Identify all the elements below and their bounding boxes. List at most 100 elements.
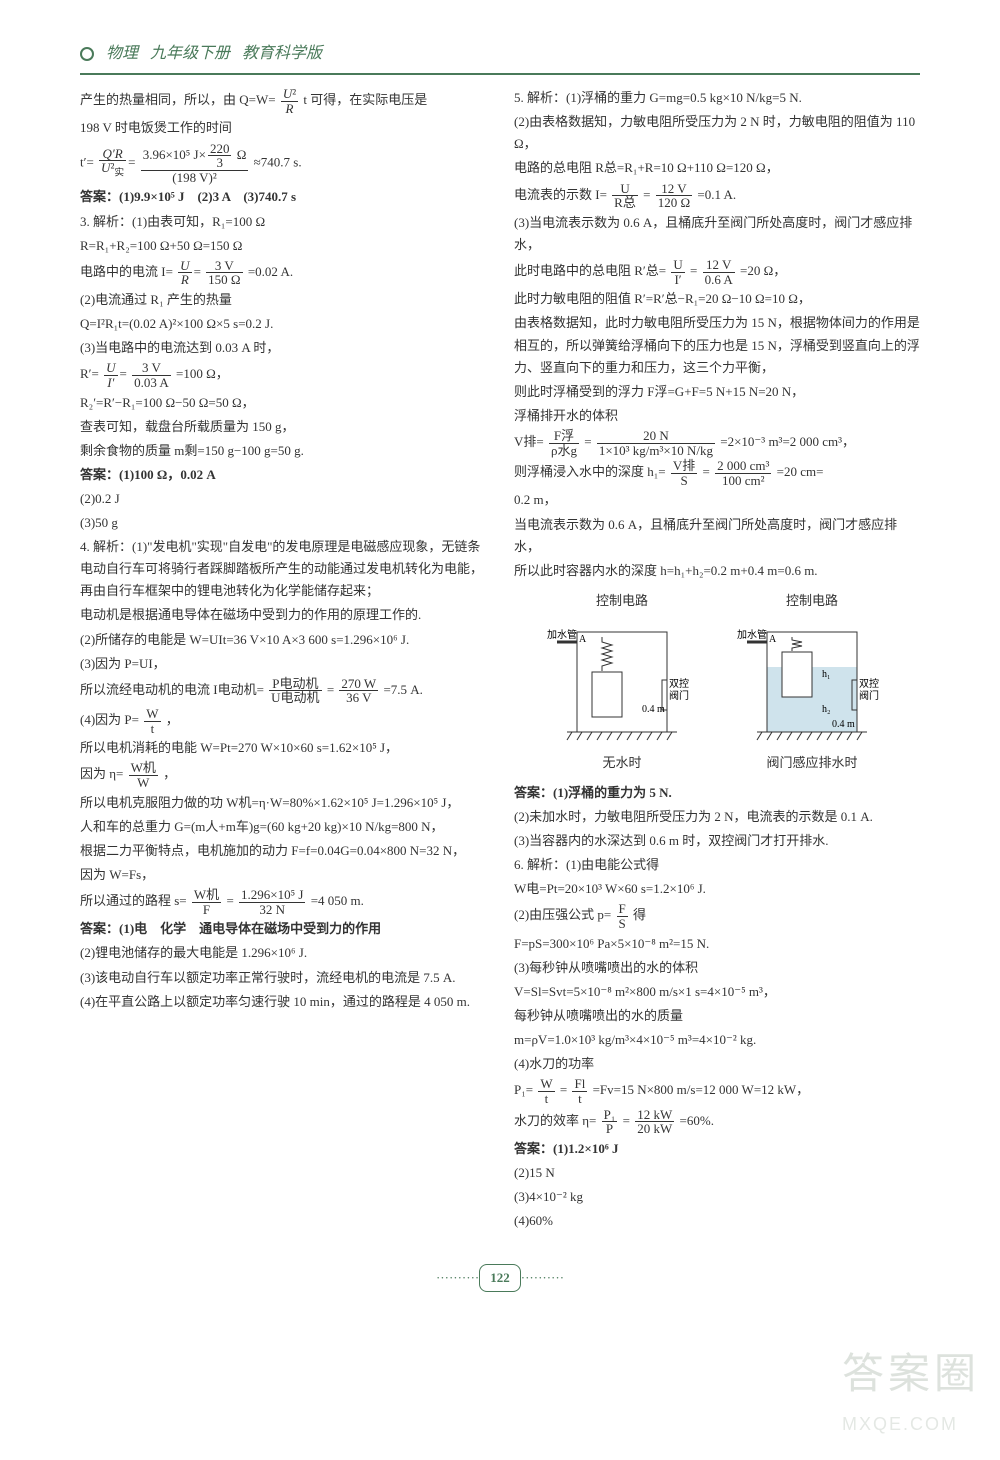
svg-text:双控: 双控 — [859, 677, 879, 690]
diagram: 控制电路 加水管 A 双控 阀门 0.4 m — [514, 590, 920, 774]
text: (3)50 g — [80, 512, 486, 534]
answer: 答案：(1)浮桶的重力为 5 N. — [514, 782, 920, 804]
equation: 此时电路中的总电阻 R′总= UI′ = 12 V0.6 A =20 Ω， — [514, 258, 920, 286]
svg-text:h₁: h₁ — [822, 669, 831, 680]
header-edition: 教育科学版 — [242, 40, 322, 67]
label-A: A — [579, 634, 587, 645]
text: (4)60% — [514, 1210, 920, 1232]
equation: 则浮桶浸入水中的深度 h₁= V排S = 2 000 cm³100 cm² =2… — [514, 459, 920, 487]
equation: 电流表的示数 I= UR总 = 12 V120 Ω =0.1 A. — [514, 182, 920, 210]
header-grade: 九年级下册 — [150, 40, 230, 67]
text: (3)当容器内的水深达到 0.6 m 时，双控阀门才打开排水. — [514, 830, 920, 852]
diagram-right: 控制电路 加水管 A h₁ h₂ 双控 阀门 0.4 m — [737, 590, 887, 774]
text: V=Sl=Svt=5×10⁻⁸ m²×800 m/s×1 s=4×10⁻⁵ m³… — [514, 981, 920, 1003]
page-badge: 122 — [479, 1264, 521, 1292]
diagram-title: 控制电路 — [547, 590, 697, 612]
content-columns: 产生的热量相同，所以，由 Q=W= U²R t 可得，在实际电压是 198 V … — [80, 85, 920, 1234]
q6-head: 6. 解析：(1)由电能公式得 — [514, 854, 920, 876]
text: 则此时浮桶受到的浮力 F浮=G+F=5 N+15 N=20 N， — [514, 381, 920, 403]
diagram-title: 控制电路 — [737, 590, 887, 612]
header-subject: 物理 — [106, 40, 138, 67]
svg-text:h₂: h₂ — [822, 704, 831, 715]
text: (2)所储存的电能是 W=UIt=36 V×10 A×3 600 s=1.296… — [80, 629, 486, 651]
text: 每秒钟从喷嘴喷出的水的质量 — [514, 1005, 920, 1027]
diagram-caption: 阀门感应排水时 — [737, 752, 887, 774]
equation: R′= UI′= 3 V0.03 A =100 Ω， — [80, 361, 486, 389]
h-label: 0.4 m — [642, 704, 665, 715]
text: 由表格数据知，此时力敏电阻所受压力为 15 N，根据物体间力的作用是相互的，所以… — [514, 312, 920, 378]
svg-text:0.4 m: 0.4 m — [832, 719, 855, 730]
text: (3)4×10⁻² kg — [514, 1186, 920, 1208]
page-number: ··········122·········· — [80, 1264, 920, 1292]
answer: 答案：(1)1.2×10⁶ J — [514, 1138, 920, 1160]
equation: 所以流经电动机的电流 I电动机= P电动机U电动机 = 270 W36 V =7… — [80, 677, 486, 705]
svg-text:A: A — [769, 634, 777, 645]
answer: 答案：(1)100 Ω，0.02 A — [80, 464, 486, 486]
equation: (2)由压强公式 p= FS 得 — [514, 902, 920, 930]
text: m=ρV=1.0×10³ kg/m³×4×10⁻⁵ m³=4×10⁻² kg. — [514, 1029, 920, 1051]
right-column: 5. 解析：(1)浮桶的重力 G=mg=0.5 kg×10 N/kg=5 N. … — [514, 85, 920, 1234]
text: (4)在平直公路上以额定功率匀速行驶 10 min，通过的路程是 4 050 m… — [80, 991, 486, 1013]
text: F=pS=300×10⁶ Pa×5×10⁻⁸ m²=15 N. — [514, 933, 920, 955]
equation: t′= Q′RU²实= 3.96×10⁵ J×2203 Ω (198 V)² ≈… — [80, 142, 486, 185]
text: 查表可知，载盘台所载质量为 150 g， — [80, 416, 486, 438]
text: 电路的总电阻 R总=R₁+R=10 Ω+110 Ω=120 Ω， — [514, 157, 920, 179]
page-header: 物理 九年级下册 教育科学版 — [80, 40, 920, 75]
text: (2)锂电池储存的最大电能是 1.296×10⁶ J. — [80, 942, 486, 964]
text: Q=I²R₁t=(0.02 A)²×100 Ω×5 s=0.2 J. — [80, 313, 486, 335]
answer: 答案：(1)9.9×10⁵ J (2)3 A (3)740.7 s — [80, 186, 486, 208]
watermark-sub: MXQE.COM — [842, 1409, 980, 1440]
text: 浮桶排开水的体积 — [514, 405, 920, 427]
equation: P₁= Wt = Flt =Fv=15 N×800 m/s=12 000 W=1… — [514, 1077, 920, 1105]
text: (2)15 N — [514, 1162, 920, 1184]
header-dot — [80, 47, 94, 61]
text: 电动机是根据通电导体在磁场中受到力的作用的原理工作的. — [80, 604, 486, 626]
text: 根据二力平衡特点，电机施加的动力 F=f=0.04G=0.04×800 N=32… — [80, 840, 486, 862]
text: (3)当电流表示数为 0.6 A，且桶底升至阀门所处高度时，阀门才感应排水， — [514, 212, 920, 256]
text: (4)水刀的功率 — [514, 1053, 920, 1075]
svg-text:阀门: 阀门 — [859, 689, 879, 702]
text: (3)该电动自行车以额定功率正常行驶时，流经电机的电流是 7.5 A. — [80, 967, 486, 989]
text: 剩余食物的质量 m剩=150 g−100 g=50 g. — [80, 440, 486, 462]
valve-label2: 阀门 — [669, 689, 689, 702]
q3-head: 3. 解析：(1)由表可知，R₁=100 Ω — [80, 211, 486, 233]
diagram-caption: 无水时 — [547, 752, 697, 774]
diagram-svg-left: 加水管 A 双控 阀门 0.4 m — [547, 612, 697, 752]
text: 所以电机克服阻力做的功 W机=η·W=80%×1.62×10⁵ J=1.296×… — [80, 792, 486, 814]
text: (2)由表格数据知，力敏电阻所受压力为 2 N 时，力敏电阻的阻值为 110 Ω… — [514, 111, 920, 155]
watermark-main: 答案圈 — [842, 1350, 980, 1397]
text: 所以电机消耗的电能 W=Pt=270 W×10×60 s=1.62×10⁵ J， — [80, 737, 486, 759]
text: 此时力敏电阻的阻值 R′=R′总−R₁=20 Ω−10 Ω=10 Ω， — [514, 288, 920, 310]
q4-head: 4. 解析：(1)"发电机"实现"自发电"的发电原理是电磁感应现象，无链条电动自… — [80, 536, 486, 602]
answer: 答案：(1)电 化学 通电导体在磁场中受到力的作用 — [80, 918, 486, 940]
svg-text:加水管: 加水管 — [737, 628, 767, 641]
diagram-svg-right: 加水管 A h₁ h₂ 双控 阀门 0.4 m — [737, 612, 887, 752]
equation: 因为 η= W机W ， — [80, 761, 486, 789]
text: 人和车的总重力 G=(m人+m车)g=(60 kg+20 kg)×10 N/kg… — [80, 816, 486, 838]
valve-label: 双控 — [669, 677, 689, 690]
equation: 所以通过的路程 s= W机F = 1.296×10⁵ J32 N =4 050 … — [80, 888, 486, 916]
text: 所以此时容器内水的深度 h=h₁+h₂=0.2 m+0.4 m=0.6 m. — [514, 560, 920, 582]
equation: 电路中的电流 I= UR= 3 V150 Ω =0.02 A. — [80, 259, 486, 287]
text: W电=Pt=20×10³ W×60 s=1.2×10⁶ J. — [514, 878, 920, 900]
text: (3)因为 P=UI， — [80, 653, 486, 675]
text: 当电流表示数为 0.6 A，且桶底升至阀门所处高度时，阀门才感应排水， — [514, 514, 920, 558]
text: (2)0.2 J — [80, 488, 486, 510]
watermark: 答案圈 MXQE.COM — [842, 1338, 980, 1440]
equation: 水刀的效率 η= P₁P = 12 kW20 kW =60%. — [514, 1108, 920, 1136]
diagram-left: 控制电路 加水管 A 双控 阀门 0.4 m — [547, 590, 697, 774]
text: 0.2 m， — [514, 489, 920, 511]
text: (2)未加水时，力敏电阻所受压力为 2 N，电流表的示数是 0.1 A. — [514, 806, 920, 828]
text: 因为 W=Fs， — [80, 864, 486, 886]
text: 产生的热量相同，所以，由 Q=W= U²R t 可得，在实际电压是 — [80, 87, 486, 115]
left-column: 产生的热量相同，所以，由 Q=W= U²R t 可得，在实际电压是 198 V … — [80, 85, 486, 1234]
text: (3)当电路中的电流达到 0.03 A 时， — [80, 337, 486, 359]
text: R₂′=R′−R₁=100 Ω−50 Ω=50 Ω， — [80, 392, 486, 414]
text: 198 V 时电饭煲工作的时间 — [80, 117, 486, 139]
q5-head: 5. 解析：(1)浮桶的重力 G=mg=0.5 kg×10 N/kg=5 N. — [514, 87, 920, 109]
text: R=R₁+R₂=100 Ω+50 Ω=150 Ω — [80, 235, 486, 257]
pipe-label: 加水管 — [547, 628, 577, 641]
equation: (4)因为 P= Wt ， — [80, 707, 486, 735]
equation: V排= F浮ρ水g = 20 N1×10³ kg/m³×10 N/kg =2×1… — [514, 429, 920, 457]
text: (3)每秒钟从喷嘴喷出的水的体积 — [514, 957, 920, 979]
